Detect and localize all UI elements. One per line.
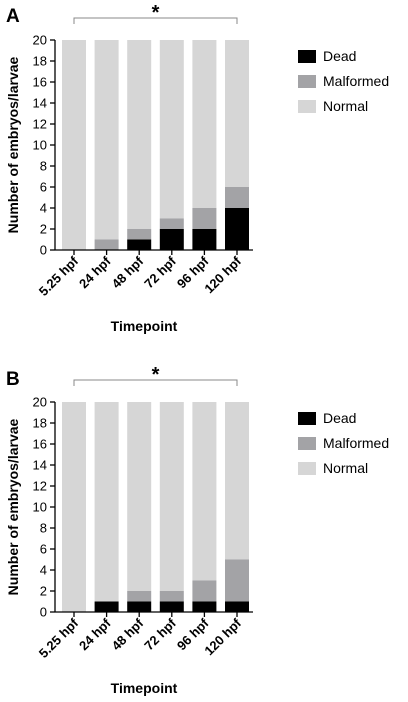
- y-tick-label: 2: [40, 584, 47, 599]
- bar-normal-1: [94, 402, 119, 602]
- y-tick-label: 20: [33, 33, 47, 48]
- x-tick-label: 48 hpf: [109, 253, 147, 291]
- bar-normal-5: [225, 402, 249, 560]
- bar-normal-3: [159, 402, 184, 591]
- bar-dead-3: [159, 601, 184, 612]
- y-tick-label: 18: [33, 416, 47, 431]
- bar-malformed-3: [159, 218, 184, 229]
- legend-label-normal: Normal: [323, 460, 368, 476]
- panel-letter: A: [6, 6, 20, 27]
- y-tick-label: 4: [40, 563, 47, 578]
- panel-letter: B: [6, 369, 20, 390]
- x-tick-label: 24 hpf: [76, 253, 114, 291]
- bar-normal-5: [225, 40, 249, 187]
- bar-normal-2: [127, 402, 152, 591]
- bar-normal-4: [192, 402, 217, 581]
- bar-dead-3: [159, 229, 184, 250]
- bar-malformed-1: [94, 239, 119, 250]
- x-tick-label: 72 hpf: [141, 615, 179, 653]
- bar-dead-5: [225, 601, 249, 612]
- significance-bracket: [73, 379, 238, 386]
- y-tick-label: 12: [33, 479, 47, 494]
- y-tick-label: 8: [40, 521, 47, 536]
- y-tick-label: 6: [40, 542, 47, 557]
- y-tick-label: 4: [40, 201, 47, 216]
- significance-marker: *: [152, 364, 160, 386]
- bar-dead-2: [127, 239, 152, 250]
- y-tick-label: 6: [40, 180, 47, 195]
- bar-normal-3: [159, 40, 184, 219]
- bar-normal-2: [127, 40, 152, 229]
- bar-malformed-3: [159, 591, 184, 602]
- y-tick-label: 2: [40, 222, 47, 237]
- legend-swatch-normal: [298, 100, 316, 113]
- x-tick-label: 5.25 hpf: [36, 615, 82, 661]
- bar-malformed-2: [127, 591, 152, 602]
- y-tick-label: 14: [33, 96, 47, 111]
- legend-label-normal: Normal: [323, 98, 368, 114]
- x-tick-label: 5.25 hpf: [36, 253, 82, 299]
- y-tick-label: 16: [33, 437, 47, 452]
- y-tick-label: 10: [33, 138, 47, 153]
- legend-swatch-dead: [298, 412, 316, 425]
- legend-swatch-malformed: [298, 437, 316, 450]
- bar-malformed-5: [225, 559, 249, 602]
- y-tick-label: 10: [33, 500, 47, 515]
- significance-bracket: [73, 17, 238, 24]
- bar-malformed-2: [127, 229, 152, 240]
- x-tick-label: 24 hpf: [76, 615, 114, 653]
- x-tick-label: 120 hpf: [201, 253, 244, 296]
- bar-dead-5: [225, 208, 249, 250]
- y-tick-label: 20: [33, 395, 47, 410]
- legend-label-malformed: Malformed: [323, 73, 389, 89]
- significance-marker: *: [152, 2, 160, 24]
- y-tick-label: 0: [40, 243, 47, 258]
- legend-label-dead: Dead: [323, 48, 356, 64]
- bar-dead-1: [94, 601, 119, 612]
- x-tick-label: 72 hpf: [141, 253, 179, 291]
- x-tick-label: 48 hpf: [109, 615, 147, 653]
- bar-normal-0: [62, 402, 86, 612]
- x-axis-label: Timepoint: [111, 318, 178, 334]
- y-tick-label: 16: [33, 75, 47, 90]
- legend-label-malformed: Malformed: [323, 435, 389, 451]
- y-tick-label: 18: [33, 54, 47, 69]
- y-axis-label: Number of embryos/larvae: [5, 418, 21, 595]
- bar-dead-4: [192, 229, 217, 250]
- bar-normal-1: [94, 40, 119, 240]
- bar-normal-4: [192, 40, 217, 208]
- y-tick-label: 12: [33, 117, 47, 132]
- bar-malformed-4: [192, 208, 217, 229]
- y-axis-label: Number of embryos/larvae: [5, 56, 21, 233]
- y-tick-label: 0: [40, 605, 47, 620]
- y-tick-label: 8: [40, 159, 47, 174]
- bar-normal-0: [62, 40, 86, 250]
- legend-label-dead: Dead: [323, 410, 356, 426]
- x-tick-label: 120 hpf: [201, 615, 244, 658]
- bar-malformed-5: [225, 187, 249, 208]
- bar-malformed-4: [192, 580, 217, 602]
- x-axis-label: Timepoint: [111, 680, 178, 696]
- legend-swatch-malformed: [298, 75, 316, 88]
- legend-swatch-normal: [298, 462, 316, 475]
- bar-dead-4: [192, 601, 217, 612]
- y-tick-label: 14: [33, 458, 47, 473]
- bar-dead-2: [127, 601, 152, 612]
- legend-swatch-dead: [298, 50, 316, 63]
